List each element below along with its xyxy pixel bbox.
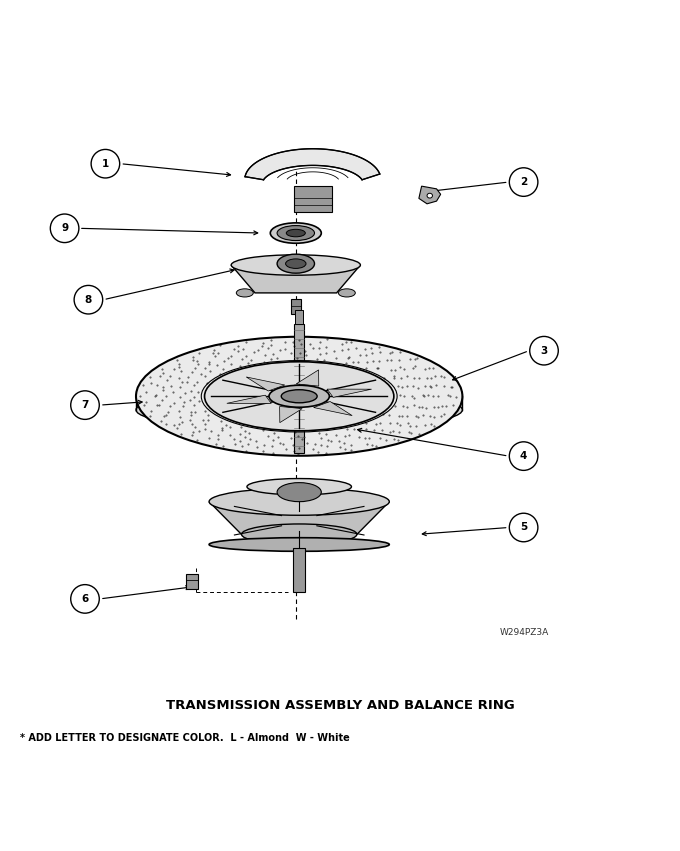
Text: 4: 4	[520, 451, 527, 461]
Polygon shape	[209, 501, 389, 551]
Circle shape	[509, 442, 538, 471]
Text: W294PZ3A: W294PZ3A	[500, 628, 549, 637]
Polygon shape	[313, 402, 352, 415]
Text: 5: 5	[520, 523, 527, 533]
Polygon shape	[279, 407, 302, 423]
Circle shape	[530, 336, 558, 365]
Text: 2: 2	[520, 177, 527, 187]
Ellipse shape	[286, 259, 306, 268]
Circle shape	[509, 168, 538, 197]
FancyBboxPatch shape	[186, 574, 198, 589]
Circle shape	[50, 214, 79, 243]
FancyBboxPatch shape	[291, 299, 301, 314]
Polygon shape	[296, 370, 319, 386]
Ellipse shape	[241, 524, 357, 545]
Ellipse shape	[277, 226, 314, 241]
Text: 9: 9	[61, 223, 68, 233]
Ellipse shape	[286, 229, 305, 237]
Text: 1: 1	[102, 158, 109, 168]
Text: TRANSMISSION ASSEMBLY AND BALANCE RING: TRANSMISSION ASSEMBLY AND BALANCE RING	[166, 700, 514, 712]
FancyBboxPatch shape	[294, 323, 304, 453]
Ellipse shape	[209, 538, 389, 551]
Ellipse shape	[427, 193, 432, 198]
Text: 3: 3	[541, 346, 547, 356]
Text: 7: 7	[82, 400, 88, 410]
Polygon shape	[246, 377, 285, 391]
Ellipse shape	[247, 478, 352, 495]
Ellipse shape	[209, 488, 389, 515]
Text: 6: 6	[82, 594, 88, 604]
Polygon shape	[227, 395, 271, 403]
Ellipse shape	[269, 386, 329, 408]
Circle shape	[74, 285, 103, 314]
Ellipse shape	[136, 389, 462, 431]
Ellipse shape	[205, 362, 394, 431]
Ellipse shape	[231, 254, 360, 275]
Circle shape	[91, 150, 120, 178]
Ellipse shape	[339, 288, 355, 297]
Polygon shape	[245, 149, 379, 180]
FancyBboxPatch shape	[294, 186, 332, 212]
Text: * ADD LETTER TO DESIGNATE COLOR.  L - Almond  W - White: * ADD LETTER TO DESIGNATE COLOR. L - Alm…	[20, 734, 350, 743]
Circle shape	[509, 513, 538, 542]
FancyBboxPatch shape	[295, 310, 303, 323]
Ellipse shape	[136, 337, 462, 456]
Circle shape	[71, 391, 99, 420]
Ellipse shape	[282, 390, 317, 403]
Polygon shape	[327, 389, 371, 397]
Ellipse shape	[277, 483, 322, 501]
Polygon shape	[419, 186, 441, 204]
Circle shape	[71, 585, 99, 614]
Ellipse shape	[277, 254, 314, 273]
FancyBboxPatch shape	[293, 548, 305, 592]
Ellipse shape	[236, 288, 253, 297]
Polygon shape	[231, 265, 360, 293]
Text: 8: 8	[85, 294, 92, 305]
Ellipse shape	[270, 223, 322, 243]
